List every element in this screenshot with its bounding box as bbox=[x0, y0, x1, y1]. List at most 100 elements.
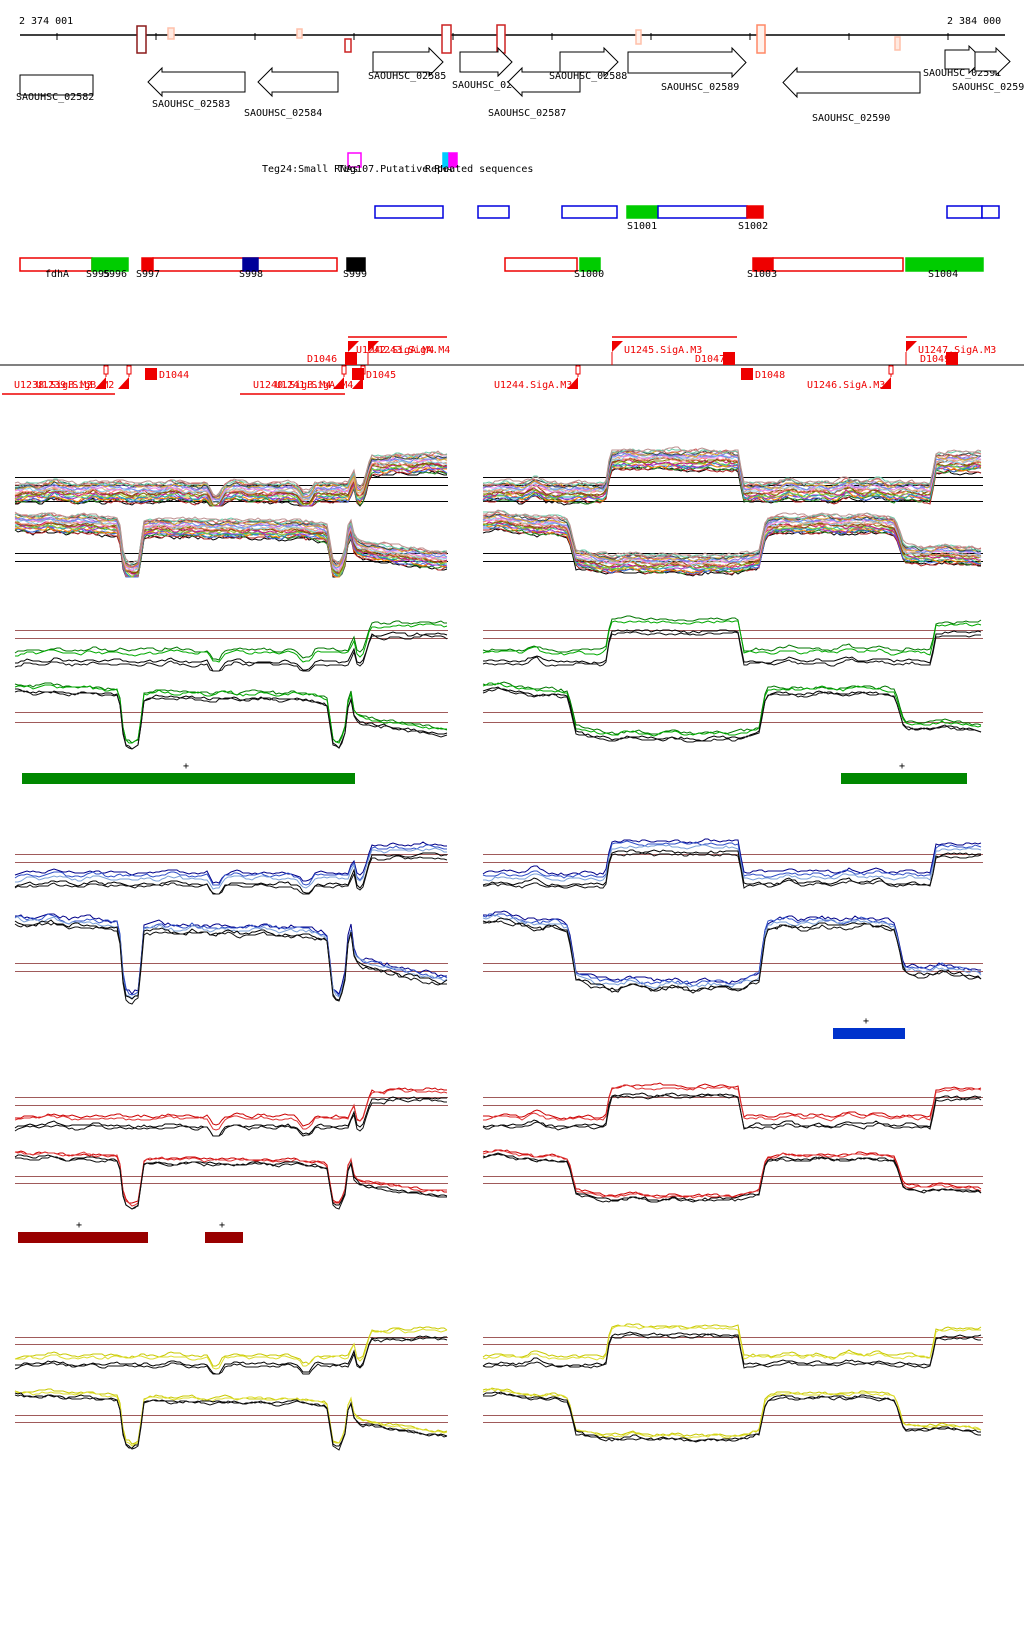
repeat-region-mark[interactable] bbox=[167, 27, 175, 40]
srna-box-blue_outline[interactable] bbox=[657, 205, 748, 219]
tss-flag-up-icon[interactable] bbox=[906, 341, 917, 352]
gene-SAOUHSC_02588[interactable] bbox=[559, 46, 619, 78]
srna-label-S995: S995 bbox=[86, 269, 110, 280]
repeat-region-mark[interactable] bbox=[635, 29, 642, 45]
repeat-region-mark[interactable] bbox=[136, 25, 147, 54]
srna-box-black_fill[interactable] bbox=[346, 257, 366, 272]
expressed-segment-bar[interactable] bbox=[841, 773, 967, 784]
expression-profile-line bbox=[14, 690, 448, 750]
strand-plus-sign: + bbox=[899, 761, 905, 772]
tss-flag-up-icon[interactable] bbox=[612, 341, 623, 352]
ruler-end-coordinate: 2 384 000 bbox=[947, 16, 1001, 27]
expression-panel-all-conditions-left-bot bbox=[14, 511, 448, 578]
repeat-region-mark[interactable] bbox=[441, 24, 452, 54]
srna-label-S1001: S1001 bbox=[627, 221, 657, 232]
tss-flag-down-icon[interactable] bbox=[333, 377, 344, 389]
expression-profile-line bbox=[482, 1323, 982, 1359]
gene-label-SAOUHSC_02589: SAOUHSC_02589 bbox=[661, 82, 739, 93]
tss-label-U1238.SigB.M2: U1238.SigB.M2 bbox=[14, 380, 92, 391]
repeat-region-mark[interactable] bbox=[344, 38, 352, 53]
srna-box-blue_outline[interactable] bbox=[374, 205, 444, 219]
expression-profile-line bbox=[14, 852, 447, 895]
expression-profile-line bbox=[14, 913, 448, 998]
expression-profile-line bbox=[482, 1149, 982, 1198]
expression-profile-line bbox=[482, 446, 982, 486]
expressed-segment-bar[interactable] bbox=[833, 1028, 905, 1039]
strand-plus-sign: + bbox=[219, 1220, 225, 1231]
gene-SAOUHSC_02589[interactable] bbox=[627, 46, 747, 79]
srna-box-S1001[interactable] bbox=[626, 205, 659, 219]
expression-panel-green-condition-left-top bbox=[14, 620, 448, 672]
tss-label-U1246.SigA.M3: U1246.SigA.M3 bbox=[807, 380, 885, 391]
tss-flag-down-icon[interactable] bbox=[880, 377, 891, 389]
repeat-region-mark[interactable] bbox=[756, 24, 766, 54]
terminator-box-D1047[interactable] bbox=[723, 352, 735, 365]
srna-box-blue_outline[interactable] bbox=[561, 205, 618, 219]
repeat-region-mark[interactable] bbox=[894, 36, 901, 51]
expression-profile-line bbox=[14, 1151, 447, 1207]
repeat-region-mark[interactable] bbox=[296, 28, 303, 39]
srna-box-green_fill[interactable] bbox=[579, 257, 601, 272]
expression-profile-line bbox=[14, 529, 448, 578]
expression-profile-line bbox=[482, 1149, 982, 1199]
expression-profile-line bbox=[482, 513, 981, 563]
expression-panel-red-condition-right-top bbox=[482, 1082, 983, 1131]
srna-box-red_outline[interactable] bbox=[772, 257, 904, 272]
srna-box-navy_fill[interactable] bbox=[242, 257, 259, 272]
gene-SAOUHSC_02584[interactable] bbox=[257, 66, 339, 98]
expression-profile-line bbox=[14, 1388, 448, 1445]
terminator-box-D1049[interactable] bbox=[946, 352, 958, 365]
srna-box-green_fill[interactable] bbox=[91, 257, 129, 272]
gene-SAOUHSC_02585[interactable] bbox=[372, 46, 444, 78]
legend-label: Teg107.Putative RNA bbox=[338, 164, 452, 175]
srna-box-blue_outline[interactable] bbox=[477, 205, 510, 219]
expressed-segment-bar[interactable] bbox=[22, 773, 355, 784]
tss-flag-down-icon[interactable] bbox=[95, 377, 106, 389]
ruler-start-coordinate: 2 374 001 bbox=[19, 16, 73, 27]
expression-profile-line bbox=[482, 615, 982, 653]
gene-SAOUHSC_02590[interactable] bbox=[782, 66, 921, 99]
srna-box-red_outline[interactable] bbox=[504, 257, 578, 272]
expression-profile-line bbox=[482, 461, 982, 501]
terminator-box-D1045[interactable] bbox=[352, 368, 364, 380]
srna-box-green_fill[interactable] bbox=[905, 257, 984, 272]
gene-SAOUHSC_02586[interactable] bbox=[459, 46, 513, 78]
gene-label-SAOUHSC_02590: SAOUHSC_02590 bbox=[812, 113, 890, 124]
gene-label-SAOUHSC_02584: SAOUHSC_02584 bbox=[244, 108, 322, 119]
terminator-box-D1048[interactable] bbox=[741, 368, 753, 380]
expression-profile-line bbox=[15, 623, 448, 663]
tss-flag-up-icon[interactable] bbox=[348, 341, 359, 352]
expression-profile-line bbox=[482, 1153, 982, 1202]
srna-box-S1002[interactable] bbox=[746, 205, 764, 219]
expression-profile-line bbox=[14, 1337, 448, 1375]
expression-profile-line bbox=[14, 855, 448, 895]
expressed-segment-row: + + bbox=[18, 1220, 243, 1243]
tss-label-U1239.SigB.M2: U1239.SigB.M2 bbox=[36, 380, 114, 391]
gene-SAOUHSC_02587[interactable] bbox=[507, 66, 581, 98]
expression-profile-line bbox=[482, 686, 982, 742]
srna-label-fdhA: fdhA bbox=[45, 269, 69, 280]
expressed-segment-bar[interactable] bbox=[18, 1232, 148, 1243]
terminator-box-D1044[interactable] bbox=[145, 368, 157, 380]
expression-profile-line bbox=[483, 521, 981, 569]
gene-SAOUHSC_02583[interactable] bbox=[147, 66, 246, 98]
tss-label-U1244.SigA.M3: U1244.SigA.M3 bbox=[494, 380, 572, 391]
srna-box-blue_outline[interactable] bbox=[946, 205, 983, 219]
tss-flag-up-icon[interactable] bbox=[368, 341, 379, 352]
expression-profile-line bbox=[483, 920, 982, 994]
gene-label-SAOUHSC_02591: SAOUHSC_02591 bbox=[923, 68, 1001, 79]
gene-SAOUHSC_02592[interactable] bbox=[974, 46, 1011, 77]
tss-flag-down-icon[interactable] bbox=[118, 377, 129, 389]
terminator-box-D1046[interactable] bbox=[345, 352, 357, 365]
expression-profile-line bbox=[483, 448, 981, 487]
tss-flag-down-icon[interactable] bbox=[567, 377, 578, 389]
gene-SAOUHSC_02582[interactable] bbox=[19, 74, 94, 96]
srna-box-blue_outline[interactable] bbox=[981, 205, 1000, 219]
expressed-segment-bar[interactable] bbox=[205, 1232, 243, 1243]
tss-label-U1240.SigB.M4: U1240.SigB.M4 bbox=[253, 380, 331, 391]
expression-profile-line bbox=[482, 1094, 982, 1131]
tss-label-U1243.SigA.M4: U1243.SigA.M4 bbox=[372, 345, 450, 356]
srna-label-S999: S999 bbox=[343, 269, 367, 280]
